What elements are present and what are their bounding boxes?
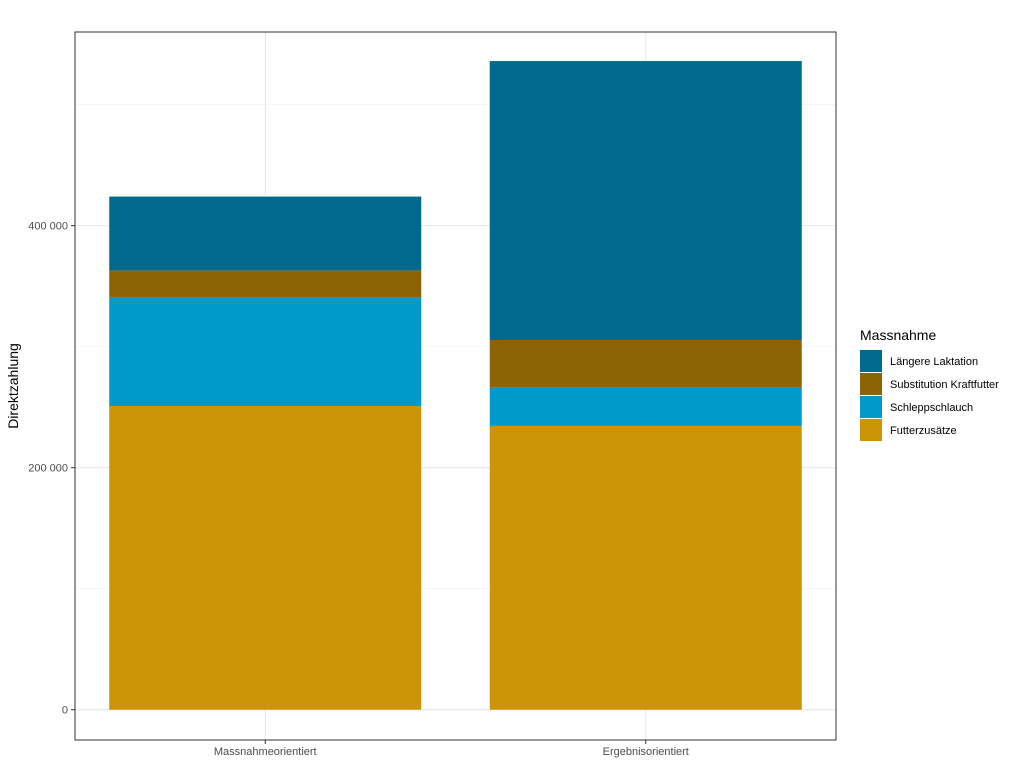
- bar-segment-futterzus-tze: [489, 425, 802, 710]
- bars: [109, 61, 802, 710]
- legend-swatch: [860, 373, 882, 395]
- bar-segment-futterzus-tze: [109, 405, 422, 710]
- bar-segment-schleppschlauch: [489, 387, 802, 426]
- legend-swatch: [860, 350, 882, 372]
- x-tick-label: Massnahmeorientiert: [214, 746, 317, 758]
- x-tick-label: Ergebnisorientiert: [603, 746, 689, 758]
- legend-label: Substitution Kraftfutter: [890, 379, 999, 391]
- bar-segment-l-ngere-laktation: [489, 61, 802, 341]
- legend-label: Schleppschlauch: [890, 402, 973, 414]
- legend-swatch: [860, 396, 882, 418]
- bar-segment-l-ngere-laktation: [109, 196, 422, 271]
- legend-label: Futterzusätze: [890, 425, 957, 437]
- y-tick-label: 0: [62, 705, 68, 717]
- y-tick-label: 400 000: [28, 221, 68, 233]
- y-tick-label: 200 000: [28, 463, 68, 475]
- bar-segment-substitution-kraftfutter: [109, 270, 422, 298]
- bar-segment-substitution-kraftfutter: [489, 340, 802, 388]
- legend-title: Massnahme: [860, 327, 936, 343]
- axes: 0 200 000 400 000 Massnahmeorientiert Ergebn…: [28, 221, 689, 758]
- plot-panel-border: [74, 31, 837, 741]
- bar-segment-schleppschlauch: [109, 297, 422, 406]
- y-axis-title: Direktzahlung: [5, 343, 21, 429]
- legend-swatch: [860, 419, 882, 441]
- legend: Massnahme Längere Laktation Substitution …: [860, 327, 999, 441]
- legend-label: Längere Laktation: [890, 356, 978, 368]
